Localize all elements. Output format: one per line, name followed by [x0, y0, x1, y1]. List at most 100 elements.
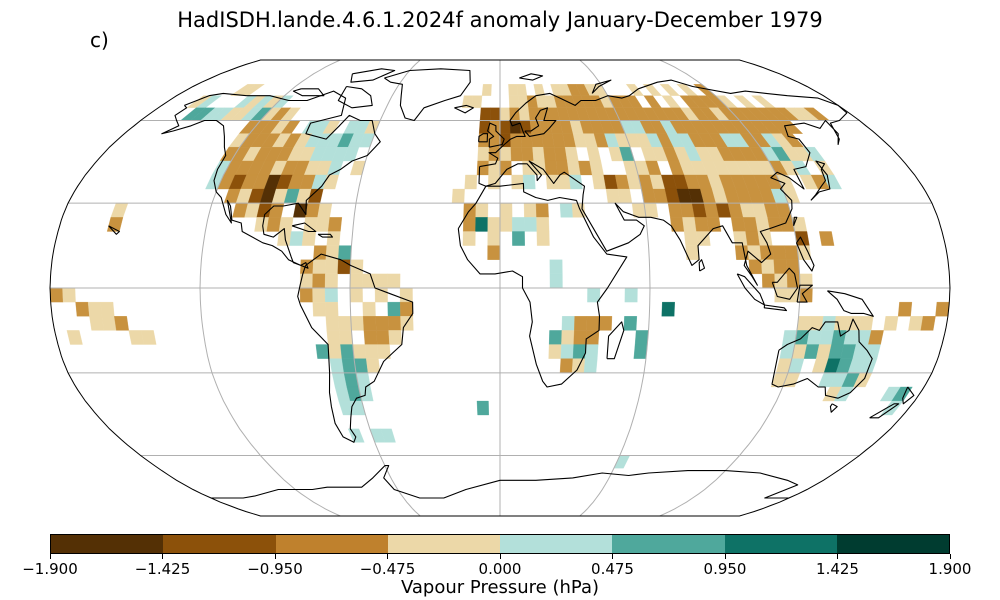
colorbar-tick-label: 0.000	[478, 560, 522, 578]
anomaly-cell	[560, 344, 574, 359]
anomaly-cell	[451, 188, 465, 204]
anomaly-cell	[670, 217, 685, 232]
anomaly-cell	[549, 273, 563, 289]
coastline	[829, 403, 838, 413]
anomaly-cell	[587, 287, 601, 303]
anomaly-cell	[349, 273, 363, 289]
anomaly-cell	[352, 344, 367, 359]
anomaly-cell	[522, 174, 536, 190]
anomaly-cell	[586, 147, 602, 162]
anomaly-cell	[499, 217, 513, 232]
anomaly-cell	[375, 316, 389, 331]
anomaly-cell	[340, 344, 355, 359]
coastline	[487, 122, 505, 148]
anomaly-cell	[463, 217, 476, 232]
anomaly-cell	[101, 316, 117, 331]
anomaly-cell	[730, 217, 746, 232]
anomaly-cell	[477, 147, 490, 162]
coastline	[297, 253, 414, 443]
colorbar-tick-label: −0.950	[247, 560, 303, 578]
anomaly-cell	[624, 287, 638, 303]
anomaly-cell	[266, 217, 282, 232]
colorbar-tick-label: 0.950	[703, 560, 747, 578]
anomaly-cell	[508, 95, 520, 108]
anomaly-cell	[476, 400, 489, 416]
coastline	[763, 304, 788, 312]
coastline	[771, 267, 799, 300]
anomaly-cell	[75, 301, 90, 317]
anomaly-cell	[751, 95, 776, 108]
coastline	[519, 73, 544, 81]
anomaly-cell	[536, 217, 550, 232]
anomaly-cell	[324, 273, 338, 289]
anomaly-cell	[661, 301, 675, 317]
colorbar-tick-mark	[387, 554, 388, 559]
colorbar-tick-label: −1.425	[134, 560, 191, 578]
anomaly-cell	[557, 174, 571, 190]
anomaly-cell	[325, 259, 339, 275]
anomaly-cell	[908, 316, 924, 331]
anomaly-cell	[564, 147, 579, 162]
anomaly-cell	[62, 287, 76, 303]
anomaly-cell	[543, 147, 557, 162]
coastline	[317, 233, 334, 238]
anomaly-cell	[487, 245, 501, 260]
coastline	[478, 79, 848, 286]
anomaly-cell	[574, 316, 588, 331]
anomaly-cell	[475, 217, 488, 232]
anomaly-cell	[521, 147, 534, 162]
colorbar-tick-label: 1.900	[928, 560, 972, 578]
anomaly-cell	[499, 107, 511, 121]
anomaly-cell	[487, 217, 501, 232]
anomaly-cell	[499, 147, 512, 162]
map-title: HadISDH.lande.4.6.1.2024f anomaly Januar…	[177, 8, 823, 32]
anomaly-cell	[935, 301, 950, 317]
coastline	[698, 259, 706, 272]
anomaly-cell	[325, 301, 339, 317]
colorbar-segment	[724, 535, 837, 553]
anomaly-cell	[512, 217, 525, 232]
anomaly-cell	[511, 174, 524, 190]
anomaly-cell	[586, 316, 600, 331]
anomaly-cells	[50, 84, 950, 469]
anomaly-cell	[682, 217, 697, 232]
anomaly-cell	[745, 231, 761, 246]
colorbar-tick-label: −1.900	[22, 560, 78, 578]
anomaly-cell	[387, 301, 401, 317]
coastline	[478, 133, 489, 143]
coastline	[291, 222, 317, 233]
anomaly-cell	[897, 301, 913, 317]
anomaly-cell	[518, 107, 531, 121]
colorbar-tick-mark	[724, 554, 726, 559]
anomaly-cell	[315, 344, 330, 359]
colorbar-segment	[51, 535, 164, 553]
anomaly-cell	[846, 316, 862, 331]
coastline	[827, 290, 874, 317]
colorbar-tick-mark	[949, 554, 951, 559]
coastline	[454, 104, 474, 114]
anomaly-cell	[349, 287, 363, 303]
anomaly-cell	[510, 133, 522, 148]
coastline	[795, 236, 815, 272]
anomaly-cell	[512, 231, 525, 246]
anomaly-cell	[634, 330, 649, 345]
coastline	[108, 225, 120, 235]
anomaly-cell	[676, 84, 699, 96]
colorbar-label: Vapour Pressure (hPa)	[400, 577, 600, 598]
coastline	[591, 79, 612, 94]
anomaly-cell	[573, 330, 587, 345]
anomaly-cell	[324, 287, 338, 303]
anomaly-cell	[313, 245, 327, 260]
anomaly-cell	[464, 174, 478, 190]
coastline	[902, 386, 915, 405]
anomaly-cell	[364, 344, 379, 359]
anomaly-cell	[476, 160, 489, 176]
coastline	[796, 284, 813, 303]
anomaly-cell	[659, 84, 681, 96]
anomaly-cell	[786, 273, 801, 289]
coastline	[384, 68, 471, 122]
anomaly-cell	[479, 107, 491, 121]
anomaly-cell	[338, 330, 353, 345]
anomaly-cell	[87, 301, 103, 317]
anomaly-cell	[312, 287, 326, 303]
